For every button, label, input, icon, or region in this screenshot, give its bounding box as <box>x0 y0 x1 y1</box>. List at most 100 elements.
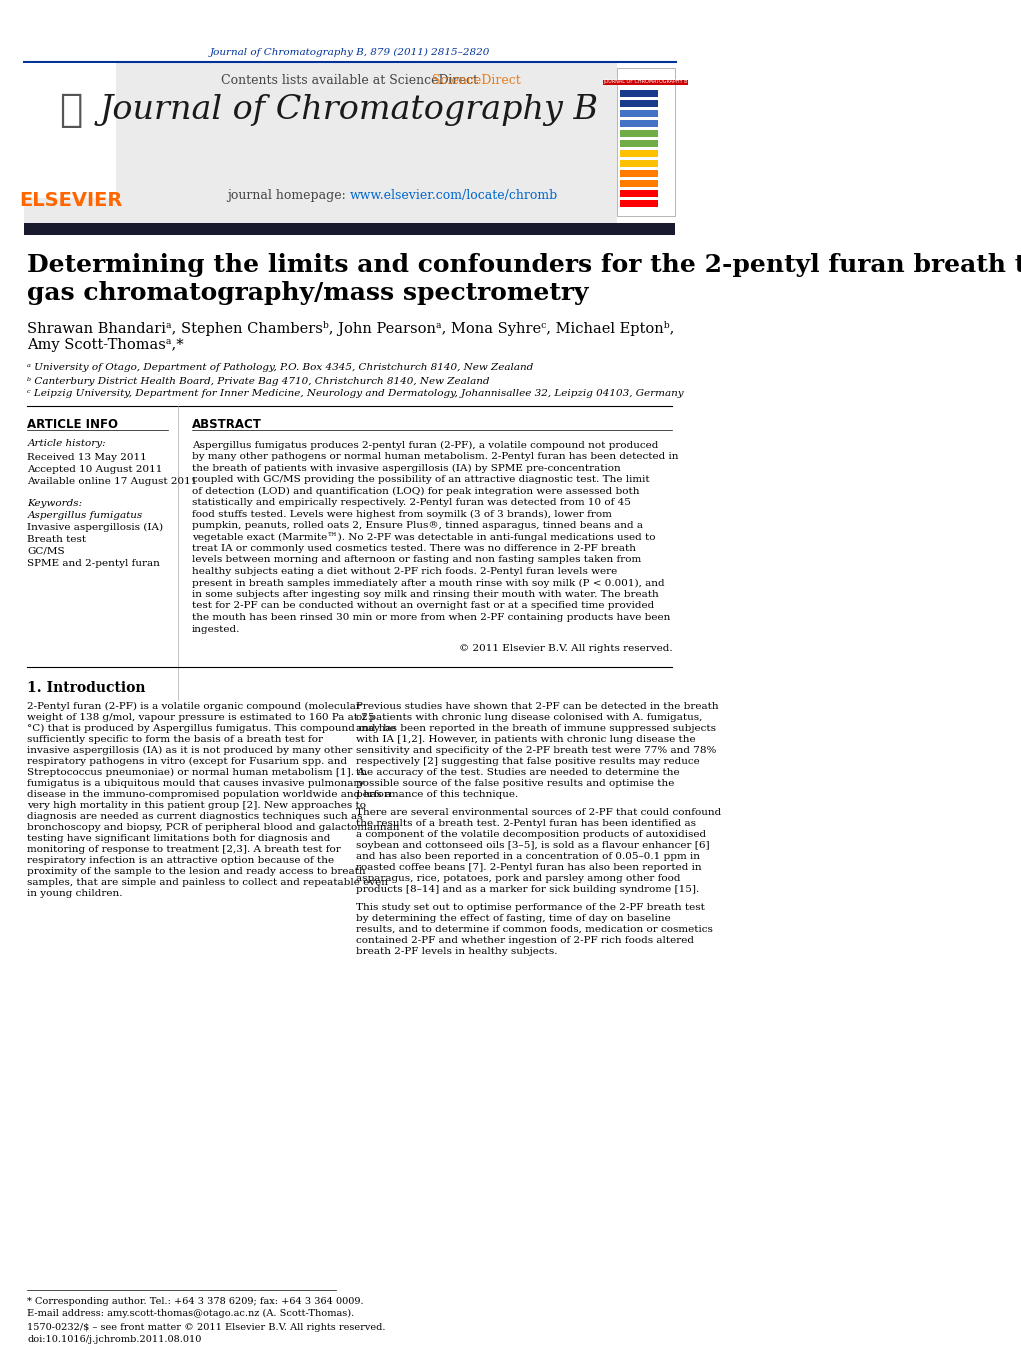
Text: the mouth has been rinsed 30 min or more from when 2-PF containing products have: the mouth has been rinsed 30 min or more… <box>192 613 670 621</box>
Text: Article history:: Article history: <box>28 439 106 447</box>
Text: Streptococcus pneumoniae) or normal human metabolism [1]. A.: Streptococcus pneumoniae) or normal huma… <box>28 767 369 777</box>
Text: 🌳: 🌳 <box>59 91 83 128</box>
Text: diagnosis are needed as current diagnostics techniques such as: diagnosis are needed as current diagnost… <box>28 812 362 821</box>
Text: Shrawan Bhandariᵃ, Stephen Chambersᵇ, John Pearsonᵃ, Mona Syhreᶜ, Michael Eptonᵇ: Shrawan Bhandariᵃ, Stephen Chambersᵇ, Jo… <box>28 320 675 335</box>
Text: of detection (LOD) and quantification (LOQ) for peak integration were assessed b: of detection (LOD) and quantification (L… <box>192 486 639 496</box>
Text: gas chromatography/mass spectrometry: gas chromatography/mass spectrometry <box>28 281 589 305</box>
Text: soybean and cottonseed oils [3–5], is sold as a flavour enhancer [6]: soybean and cottonseed oils [3–5], is so… <box>356 842 710 850</box>
Text: invasive aspergillosis (IA) as it is not produced by many other: invasive aspergillosis (IA) as it is not… <box>28 746 353 755</box>
Text: results, and to determine if common foods, medication or cosmetics: results, and to determine if common food… <box>356 925 714 934</box>
Text: in young children.: in young children. <box>28 889 123 898</box>
Text: monitoring of response to treatment [2,3]. A breath test for: monitoring of response to treatment [2,3… <box>28 844 341 854</box>
Text: 2-Pentyl furan (2-PF) is a volatile organic compound (molecular: 2-Pentyl furan (2-PF) is a volatile orga… <box>28 703 361 711</box>
Text: present in breath samples immediately after a mouth rinse with soy milk (P < 0.0: present in breath samples immediately af… <box>192 578 665 588</box>
Text: proximity of the sample to the lesion and ready access to breath: proximity of the sample to the lesion an… <box>28 867 367 875</box>
Text: SPME and 2-pentyl furan: SPME and 2-pentyl furan <box>28 558 160 567</box>
Text: sensitivity and specificity of the 2-PF breath test were 77% and 78%: sensitivity and specificity of the 2-PF … <box>356 746 717 755</box>
Text: sufficiently specific to form the basis of a breath test for: sufficiently specific to form the basis … <box>28 735 324 744</box>
Text: fumigatus is a ubiquitous mould that causes invasive pulmonary: fumigatus is a ubiquitous mould that cau… <box>28 780 364 788</box>
FancyBboxPatch shape <box>23 63 617 223</box>
Text: the breath of patients with invasive aspergillosis (IA) by SPME pre-concentratio: the breath of patients with invasive asp… <box>192 463 621 473</box>
Text: °C) that is produced by Aspergillus fumigatus. This compound may be: °C) that is produced by Aspergillus fumi… <box>28 724 396 734</box>
FancyBboxPatch shape <box>620 141 658 147</box>
FancyBboxPatch shape <box>617 68 675 216</box>
Text: test for 2-PF can be conducted without an overnight fast or at a specified time : test for 2-PF can be conducted without a… <box>192 601 654 611</box>
Text: disease in the immuno-compromised population worldwide and has a: disease in the immuno-compromised popula… <box>28 790 391 798</box>
Text: Journal of Chromatography B: Journal of Chromatography B <box>100 95 599 126</box>
Text: pumpkin, peanuts, rolled oats 2, Ensure Plus®, tinned asparagus, tinned beans an: pumpkin, peanuts, rolled oats 2, Ensure … <box>192 521 643 530</box>
Text: ABSTRACT: ABSTRACT <box>192 419 261 431</box>
Text: Available online 17 August 2011: Available online 17 August 2011 <box>28 477 198 485</box>
Text: respiratory infection is an attractive option because of the: respiratory infection is an attractive o… <box>28 857 335 865</box>
Text: ᶜ Leipzig University, Department for Inner Medicine, Neurology and Dermatology, : ᶜ Leipzig University, Department for Inn… <box>28 389 684 399</box>
Text: Journal of Chromatography B, 879 (2011) 2815–2820: Journal of Chromatography B, 879 (2011) … <box>209 47 490 57</box>
Text: www.elsevier.com/locate/chromb: www.elsevier.com/locate/chromb <box>349 189 557 201</box>
Text: treat IA or commonly used cosmetics tested. There was no difference in 2-PF brea: treat IA or commonly used cosmetics test… <box>192 544 636 553</box>
FancyBboxPatch shape <box>620 109 658 118</box>
FancyBboxPatch shape <box>620 150 658 157</box>
FancyBboxPatch shape <box>620 120 658 127</box>
Text: Contents lists available at ScienceDirect: Contents lists available at ScienceDirec… <box>221 73 478 86</box>
Text: 1570-0232/$ – see front matter © 2011 Elsevier B.V. All rights reserved.: 1570-0232/$ – see front matter © 2011 El… <box>28 1324 386 1332</box>
Text: products [8–14] and as a marker for sick building syndrome [15].: products [8–14] and as a marker for sick… <box>356 885 699 894</box>
Text: and has also been reported in a concentration of 0.05–0.1 ppm in: and has also been reported in a concentr… <box>356 852 700 861</box>
Text: 1. Introduction: 1. Introduction <box>28 681 146 696</box>
Text: Breath test: Breath test <box>28 535 87 543</box>
Text: samples, that are simple and painless to collect and repeatable even: samples, that are simple and painless to… <box>28 878 388 888</box>
Text: Received 13 May 2011: Received 13 May 2011 <box>28 453 147 462</box>
Text: Amy Scott-Thomasᵃ,*: Amy Scott-Thomasᵃ,* <box>28 338 184 353</box>
Text: by determining the effect of fasting, time of day on baseline: by determining the effect of fasting, ti… <box>356 915 671 923</box>
Text: GC/MS: GC/MS <box>28 547 65 555</box>
FancyBboxPatch shape <box>620 159 658 168</box>
Text: Keywords:: Keywords: <box>28 499 83 508</box>
Text: contained 2-PF and whether ingestion of 2-PF rich foods altered: contained 2-PF and whether ingestion of … <box>356 936 694 944</box>
Text: * Corresponding author. Tel.: +64 3 378 6209; fax: +64 3 364 0009.: * Corresponding author. Tel.: +64 3 378 … <box>28 1297 364 1306</box>
Text: of patients with chronic lung disease colonised with A. fumigatus,: of patients with chronic lung disease co… <box>356 713 702 721</box>
Text: and has been reported in the breath of immune suppressed subjects: and has been reported in the breath of i… <box>356 724 717 734</box>
Text: in some subjects after ingesting soy milk and rinsing their mouth with water. Th: in some subjects after ingesting soy mil… <box>192 590 659 598</box>
Text: Aspergillus fumigatus produces 2-pentyl furan (2-PF), a volatile compound not pr: Aspergillus fumigatus produces 2-pentyl … <box>192 440 659 450</box>
Text: vegetable exact (Marmite™). No 2-PF was detectable in anti-fungal medications us: vegetable exact (Marmite™). No 2-PF was … <box>192 532 655 542</box>
Text: a component of the volatile decomposition products of autoxidised: a component of the volatile decompositio… <box>356 830 707 839</box>
FancyBboxPatch shape <box>620 180 658 186</box>
Text: food stuffs tested. Levels were highest from soymilk (3 of 3 brands), lower from: food stuffs tested. Levels were highest … <box>192 509 612 519</box>
Text: the accuracy of the test. Studies are needed to determine the: the accuracy of the test. Studies are ne… <box>356 767 680 777</box>
Text: levels between morning and afternoon or fasting and non fasting samples taken fr: levels between morning and afternoon or … <box>192 555 641 565</box>
Text: © 2011 Elsevier B.V. All rights reserved.: © 2011 Elsevier B.V. All rights reserved… <box>458 644 672 653</box>
Text: ᵃ University of Otago, Department of Pathology, P.O. Box 4345, Christchurch 8140: ᵃ University of Otago, Department of Pat… <box>28 363 534 373</box>
Text: respiratory pathogens in vitro (except for Fusarium spp. and: respiratory pathogens in vitro (except f… <box>28 757 347 766</box>
Text: ARTICLE INFO: ARTICLE INFO <box>28 419 118 431</box>
Text: JOURNAL OF CHROMATOGRAPHY B: JOURNAL OF CHROMATOGRAPHY B <box>603 80 688 85</box>
FancyBboxPatch shape <box>620 100 658 107</box>
Text: This study set out to optimise performance of the 2-PF breath test: This study set out to optimise performan… <box>356 902 706 912</box>
Text: performance of this technique.: performance of this technique. <box>356 790 519 798</box>
Text: Previous studies have shown that 2-PF can be detected in the breath: Previous studies have shown that 2-PF ca… <box>356 703 719 711</box>
Text: by many other pathogens or normal human metabolism. 2-Pentyl furan has been dete: by many other pathogens or normal human … <box>192 453 678 461</box>
Text: weight of 138 g/mol, vapour pressure is estimated to 160 Pa at 25: weight of 138 g/mol, vapour pressure is … <box>28 713 375 721</box>
Text: healthy subjects eating a diet without 2-PF rich foods. 2-Pentyl furan levels we: healthy subjects eating a diet without 2… <box>192 567 617 576</box>
Text: There are several environmental sources of 2-PF that could confound: There are several environmental sources … <box>356 808 722 817</box>
FancyBboxPatch shape <box>620 170 658 177</box>
Text: Accepted 10 August 2011: Accepted 10 August 2011 <box>28 465 162 473</box>
FancyBboxPatch shape <box>620 91 658 97</box>
FancyBboxPatch shape <box>620 130 658 136</box>
Text: doi:10.1016/j.jchromb.2011.08.010: doi:10.1016/j.jchromb.2011.08.010 <box>28 1335 202 1343</box>
FancyBboxPatch shape <box>620 190 658 197</box>
Text: ELSEVIER: ELSEVIER <box>19 190 123 209</box>
Text: with IA [1,2]. However, in patients with chronic lung disease the: with IA [1,2]. However, in patients with… <box>356 735 696 744</box>
Text: bronchoscopy and biopsy, PCR of peripheral blood and galactomannan: bronchoscopy and biopsy, PCR of peripher… <box>28 823 400 832</box>
Text: asparagus, rice, potatoes, pork and parsley among other food: asparagus, rice, potatoes, pork and pars… <box>356 874 681 884</box>
FancyBboxPatch shape <box>23 63 116 199</box>
Text: testing have significant limitations both for diagnosis and: testing have significant limitations bot… <box>28 834 331 843</box>
Text: Determining the limits and confounders for the 2-pentyl furan breath test by: Determining the limits and confounders f… <box>28 253 1021 277</box>
Text: coupled with GC/MS providing the possibility of an attractive diagnostic test. T: coupled with GC/MS providing the possibi… <box>192 476 649 484</box>
Text: very high mortality in this patient group [2]. New approaches to: very high mortality in this patient grou… <box>28 801 367 811</box>
Text: ScienceDirect: ScienceDirect <box>433 73 521 86</box>
Text: possible source of the false positive results and optimise the: possible source of the false positive re… <box>356 780 675 788</box>
Text: respectively [2] suggesting that false positive results may reduce: respectively [2] suggesting that false p… <box>356 757 700 766</box>
Text: journal homepage:: journal homepage: <box>227 189 349 201</box>
Text: breath 2-PF levels in healthy subjects.: breath 2-PF levels in healthy subjects. <box>356 947 557 957</box>
Text: statistically and empirically respectively. 2-Pentyl furan was detected from 10 : statistically and empirically respective… <box>192 499 631 507</box>
Text: ᵇ Canterbury District Health Board, Private Bag 4710, Christchurch 8140, New Zea: ᵇ Canterbury District Health Board, Priv… <box>28 377 490 385</box>
FancyBboxPatch shape <box>23 223 675 235</box>
